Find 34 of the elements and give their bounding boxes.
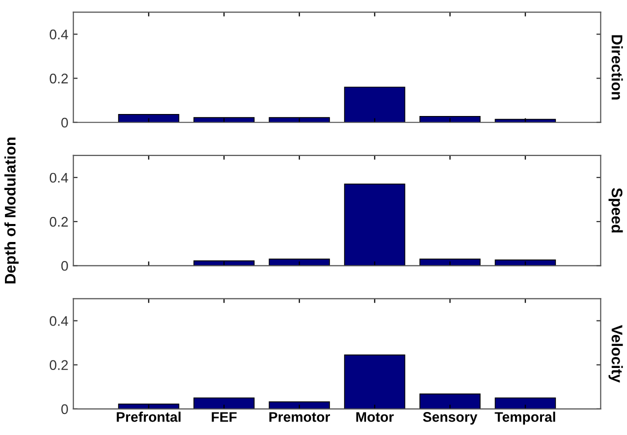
y-tick-label: 0.4	[50, 30, 68, 40]
y2-axis-title: Velocity	[608, 325, 623, 383]
y-tick-label: 0	[61, 118, 68, 128]
y-tick-label: 0.4	[50, 172, 68, 183]
y-tick-label: 0.2	[50, 360, 68, 370]
x-tick-label: Prefrontal	[116, 412, 181, 422]
bar	[494, 397, 556, 409]
bar	[268, 258, 330, 266]
bar	[419, 116, 481, 122]
bar	[118, 404, 180, 409]
bar	[193, 117, 255, 122]
y2-axis-title: Speed	[608, 188, 623, 232]
bar	[344, 184, 406, 266]
y-tick-label: 0	[61, 404, 68, 414]
y-tick-label: 0.2	[50, 74, 68, 84]
bar	[494, 259, 556, 266]
y-tick-label: 0	[61, 260, 68, 271]
bar	[193, 397, 255, 409]
bar	[344, 354, 406, 409]
x-tick-label: FEF	[212, 412, 237, 422]
y-tick-label: 0.4	[50, 316, 68, 326]
bar	[344, 86, 406, 122]
x-tick-label: Premotor	[269, 412, 330, 422]
y-tick-label: 0.2	[50, 216, 68, 227]
x-tick-label: Motor	[356, 412, 394, 422]
y-axis-title: Depth of Modulation	[4, 138, 19, 284]
bar	[268, 117, 330, 122]
bar	[118, 114, 180, 122]
bar	[268, 401, 330, 409]
x-tick-label: Sensory	[423, 412, 478, 425]
bar	[419, 393, 481, 409]
y2-axis-title: Direction	[612, 35, 623, 100]
bar	[419, 258, 481, 266]
x-tick-label: Temporal	[494, 412, 556, 425]
